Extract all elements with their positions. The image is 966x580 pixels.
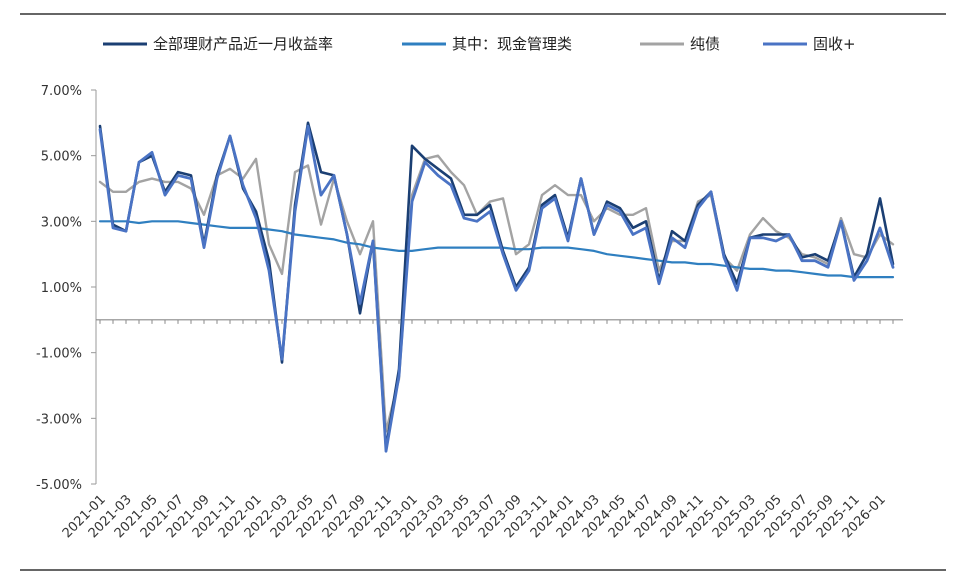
legend-label-3: 固收+: [813, 35, 856, 53]
legend: 全部理财产品近一月收益率 其中：现金管理类 纯债 固收+: [103, 35, 856, 53]
y-axis: 7.00% 5.00% 3.00% 1.00% -1.00% -3.00% -5.00%: [36, 84, 97, 493]
series-line-3: [98, 124, 895, 453]
y-tick-label: 7.00%: [41, 84, 82, 99]
x-axis: 2021-012021-032021-052021-072021-092021-…: [60, 319, 903, 541]
legend-label-0: 全部理财产品近一月收益率: [153, 35, 333, 53]
legend-label-1: 其中：现金管理类: [452, 35, 572, 53]
series-line-1: [98, 220, 895, 279]
y-tick-label: 1.00%: [41, 281, 82, 296]
y-tick-label: 5.00%: [41, 150, 82, 165]
y-tick-label: -5.00%: [36, 478, 82, 493]
series-line-2: [98, 154, 895, 433]
y-tick-label: -3.00%: [36, 412, 82, 427]
y-tick-label: -1.00%: [36, 347, 82, 362]
y-tick-label: 3.00%: [41, 215, 82, 230]
legend-label-2: 纯债: [690, 35, 720, 53]
series-layer: [98, 121, 895, 453]
